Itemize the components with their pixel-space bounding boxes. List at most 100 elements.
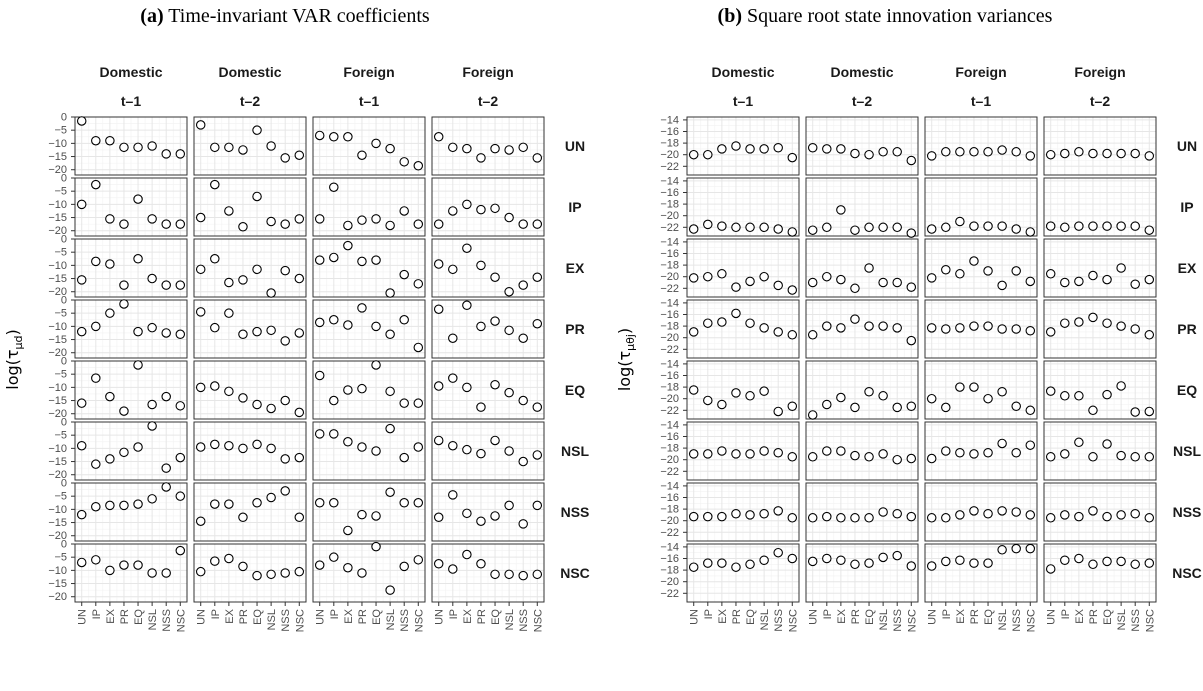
data-point (252, 399, 262, 410)
data-point (787, 152, 798, 163)
data-point (773, 506, 783, 516)
data-point (864, 558, 874, 568)
data-point (252, 264, 262, 275)
x-tick-label: EX (105, 608, 117, 623)
data-point (773, 547, 783, 558)
panel-frame (1043, 116, 1157, 176)
data-point (688, 511, 699, 522)
x-tick-label: PR (850, 609, 862, 624)
data-point (864, 386, 874, 397)
y-tick-label: −20 (660, 393, 679, 405)
facet-panel (805, 177, 919, 238)
data-point (969, 147, 979, 157)
chart-title: (a) Time-invariant VAR coefficients (140, 5, 430, 27)
facet-panel (74, 299, 188, 359)
panel-frame (312, 299, 426, 359)
data-point (91, 501, 101, 512)
panel-frame (74, 177, 188, 237)
data-point (490, 203, 500, 214)
data-point (504, 387, 514, 398)
column-group-label: Foreign (955, 64, 1006, 80)
data-point (91, 459, 101, 469)
data-point (518, 219, 528, 229)
data-point (238, 393, 248, 403)
y-tick-label: 0 (61, 356, 67, 368)
x-tick-label: NSC (294, 609, 306, 632)
row-label: UN (1177, 138, 1197, 154)
y-tick-label: −10 (48, 138, 67, 150)
y-tick-label: −16 (660, 431, 679, 443)
panel-frame (1043, 543, 1157, 603)
data-point (161, 568, 171, 578)
data-point (105, 565, 115, 576)
data-point (161, 280, 171, 290)
data-point (878, 147, 888, 157)
panel-frame (312, 421, 426, 481)
data-point (1102, 511, 1112, 522)
facet-panel (431, 177, 545, 237)
data-point (371, 446, 381, 456)
data-point (238, 443, 248, 454)
x-tick-label: EQ (983, 609, 995, 625)
facet-panel (193, 482, 307, 542)
data-point (892, 147, 902, 157)
facet-panel (805, 360, 919, 420)
data-point (941, 446, 951, 456)
facet-panel (193, 543, 307, 603)
data-point (371, 214, 381, 224)
x-tick-label: EQ (133, 609, 145, 625)
data-point (161, 328, 171, 338)
data-point (343, 132, 353, 142)
facet-panel (193, 238, 307, 298)
data-point (490, 511, 500, 521)
data-point (476, 260, 486, 271)
x-tick-label: NSS (518, 609, 530, 632)
panel-frame (1043, 421, 1157, 481)
facet-panel (312, 116, 426, 176)
data-point (314, 130, 325, 141)
data-point (1045, 386, 1056, 396)
data-point (864, 149, 874, 160)
data-point (1060, 555, 1070, 565)
y-tick-label: −18 (660, 443, 679, 455)
data-point (448, 373, 458, 383)
x-tick-label: IP (703, 609, 715, 619)
data-point (1130, 279, 1140, 289)
data-point (448, 564, 458, 574)
facet-panel (1043, 421, 1157, 481)
data-point (941, 556, 951, 567)
data-point (1102, 318, 1112, 328)
data-point (688, 449, 699, 459)
data-point (343, 525, 353, 536)
data-point (91, 555, 101, 565)
facet-panel (193, 299, 307, 359)
data-point (252, 191, 262, 202)
x-tick-label: IP (1060, 609, 1072, 619)
title-label: (a) (140, 5, 163, 27)
data-point (1074, 276, 1084, 287)
data-point (266, 141, 276, 151)
data-point (147, 494, 157, 504)
facet-panel (924, 299, 1038, 359)
panel-frame (74, 421, 188, 481)
data-point (787, 553, 798, 564)
data-point (892, 323, 902, 333)
data-point (224, 553, 234, 564)
data-point (105, 391, 115, 402)
data-point (1102, 389, 1112, 400)
data-point (906, 282, 917, 292)
y-tick-label: −20 (48, 591, 67, 603)
data-point (906, 401, 917, 411)
y-tick-label: 0 (61, 478, 67, 490)
panel-frame (431, 177, 545, 237)
data-point (133, 326, 143, 337)
data-point (433, 304, 444, 314)
data-point (119, 142, 129, 153)
data-point (105, 214, 115, 224)
column-group-label: Domestic (218, 64, 281, 80)
data-point (119, 280, 129, 290)
data-point (518, 280, 528, 290)
facet-panel (686, 360, 800, 420)
y-tick-label: −18 (660, 260, 679, 272)
data-point (504, 145, 514, 155)
